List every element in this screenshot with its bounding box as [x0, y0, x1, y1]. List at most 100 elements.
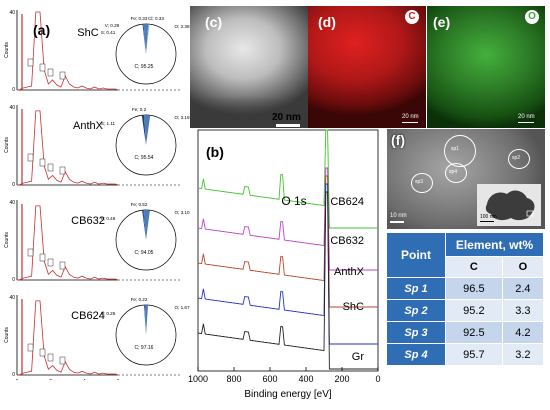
xps-series-line	[197, 129, 378, 229]
oxygen-map	[427, 6, 545, 128]
pie-slice	[146, 24, 150, 54]
eds-peak-tag	[47, 258, 54, 267]
xps-xtick-label: 0	[375, 374, 380, 384]
panel-e-scale-text: 20 nm	[518, 114, 535, 120]
pie-label: Fe; 0.2	[132, 107, 147, 112]
pie-label-c: C; 94.05	[135, 250, 154, 256]
eds-spectrum-line	[17, 11, 119, 91]
eds-peak-tag	[39, 63, 46, 72]
pie-label: Fe; 0.22	[131, 297, 148, 302]
pie-label: S; 0.25	[101, 311, 116, 316]
eds-ytick-top: 40	[9, 10, 15, 16]
oxygen-element-badge	[525, 10, 539, 24]
eds-ylabel: Counts	[4, 42, 10, 58]
panel-a: 40 0 Counts ShC C; 95.25 Fe; 0.33 Cl; 0.33 O; 2…	[0, 0, 190, 393]
xps-series-label: CB624	[330, 196, 364, 208]
spot-sp4-label: sp4	[449, 169, 458, 175]
xps-xlabel: Binding energy [eV]	[244, 389, 332, 400]
eds-sample-name: AnthX	[73, 120, 104, 132]
pie-slice	[143, 24, 146, 54]
table-header-point: Point	[386, 232, 446, 278]
xps-series-label: Gr	[352, 351, 365, 363]
panel-f-scale-text: 10 nm	[390, 213, 407, 219]
eds-xtick: 0	[16, 379, 19, 380]
inset-scale-bar	[480, 221, 494, 222]
xps-series-label: AnthX	[334, 266, 365, 278]
eds-sample-name: ShC	[77, 27, 98, 39]
pie-slice	[143, 305, 146, 335]
eds-spectrum-line	[17, 300, 119, 376]
table-cell-c: 92.5	[445, 321, 503, 344]
pie-slice	[142, 210, 146, 240]
table-cell-c: 95.2	[445, 299, 503, 322]
eds-ytick-bottom: 0	[12, 277, 15, 283]
table-row: Sp 1 96.5 2.4	[386, 277, 545, 300]
inset-scale-text: 100 nm	[480, 214, 497, 220]
table-cell-c: 96.5	[445, 277, 503, 300]
pie-slice	[142, 210, 146, 240]
table-header-element: Element, wt%	[445, 232, 544, 257]
eds-peak-tag	[27, 343, 34, 352]
panel-f-label: (f)	[391, 132, 405, 148]
eds-peak-tag	[59, 261, 66, 270]
pie-label-c: C; 97.16	[135, 345, 154, 351]
eds-peak-tag	[47, 353, 54, 362]
xps-series-label: CB632	[330, 235, 364, 247]
panel-e-scale-bar	[518, 122, 534, 123]
eds-peak-tag	[27, 153, 34, 162]
particle-shape	[485, 190, 535, 221]
xps-series-line	[197, 167, 378, 271]
carbon-element-badge	[405, 10, 419, 24]
pie-label: O; 3.19	[174, 115, 190, 120]
xps-series-line	[197, 175, 378, 308]
eds-peak-tag	[47, 68, 54, 77]
xps-xtick-label: 1000	[188, 374, 208, 384]
panel-e-label: (e)	[433, 14, 451, 30]
eds-peak-tag	[39, 158, 46, 167]
pie-label: O; 3.10	[174, 210, 190, 215]
spot-sp4	[445, 163, 467, 183]
pie-label: S; 1.11	[101, 121, 116, 126]
table-cell-o: 2.4	[501, 277, 545, 300]
panel-b: CB624 CB632 AnthX ShC Gr O 1s 1000 800 600 400 200…	[188, 128, 386, 405]
eds-spectrum-line	[17, 110, 119, 186]
eds-peak-tag	[39, 348, 46, 357]
pie-label-c: C; 95.25	[135, 64, 154, 70]
eds-xtick: 6	[117, 379, 120, 380]
eds-xtick: 4	[83, 379, 86, 380]
eds-ytick-top: 40	[9, 200, 15, 206]
panel-c-label: (c)	[205, 14, 223, 30]
eds-peak-tag	[59, 356, 66, 365]
eds-peak-tag	[27, 248, 34, 257]
panel-d-scale-text: 20 nm	[402, 114, 419, 120]
eds-ytick-bottom: 0	[12, 372, 15, 378]
pie-slice	[143, 115, 146, 145]
table-cell-c: 95.7	[445, 343, 503, 366]
eds-ylabel: Counts	[4, 232, 10, 248]
xps-chart-svg: CB624 CB632 AnthX ShC Gr O 1s 1000 800 600 400 200…	[188, 129, 381, 400]
panel-a-label: (a)	[33, 22, 51, 38]
hrtem-inset	[477, 184, 541, 226]
table-row: Sp 2 95.2 3.3	[386, 299, 545, 322]
eds-peak-tag	[27, 58, 34, 67]
xps-xtick-label: 400	[298, 374, 313, 384]
panel-d-scale-bar	[402, 122, 418, 123]
eds-spectrum-line	[17, 205, 119, 281]
eds-xtick: 2	[49, 379, 52, 380]
pie-slice	[143, 210, 150, 240]
carbon-map	[308, 6, 426, 128]
pie-slice	[144, 305, 149, 335]
table-cell-point: Sp 3	[386, 321, 446, 344]
xps-frame	[197, 129, 379, 372]
table-cell-point: Sp 2	[386, 299, 446, 322]
eds-peak-tag	[59, 71, 66, 80]
table-subheader-o: O	[501, 256, 545, 278]
pie-label: O; 2.38	[174, 24, 190, 29]
eds-ylabel: Counts	[4, 327, 10, 343]
panel-c-scale-text: 20 nm	[272, 112, 301, 123]
table-subheader-c: C	[445, 256, 503, 278]
eds-ytick-bottom: 0	[12, 182, 15, 188]
eds-sample-name: CB624	[71, 310, 105, 322]
panel-f-scale-bar	[390, 221, 404, 223]
